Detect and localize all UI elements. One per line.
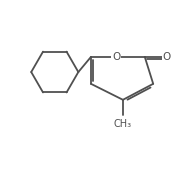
- Text: O: O: [112, 52, 120, 62]
- Text: O: O: [163, 52, 171, 62]
- Text: CH₃: CH₃: [114, 119, 132, 129]
